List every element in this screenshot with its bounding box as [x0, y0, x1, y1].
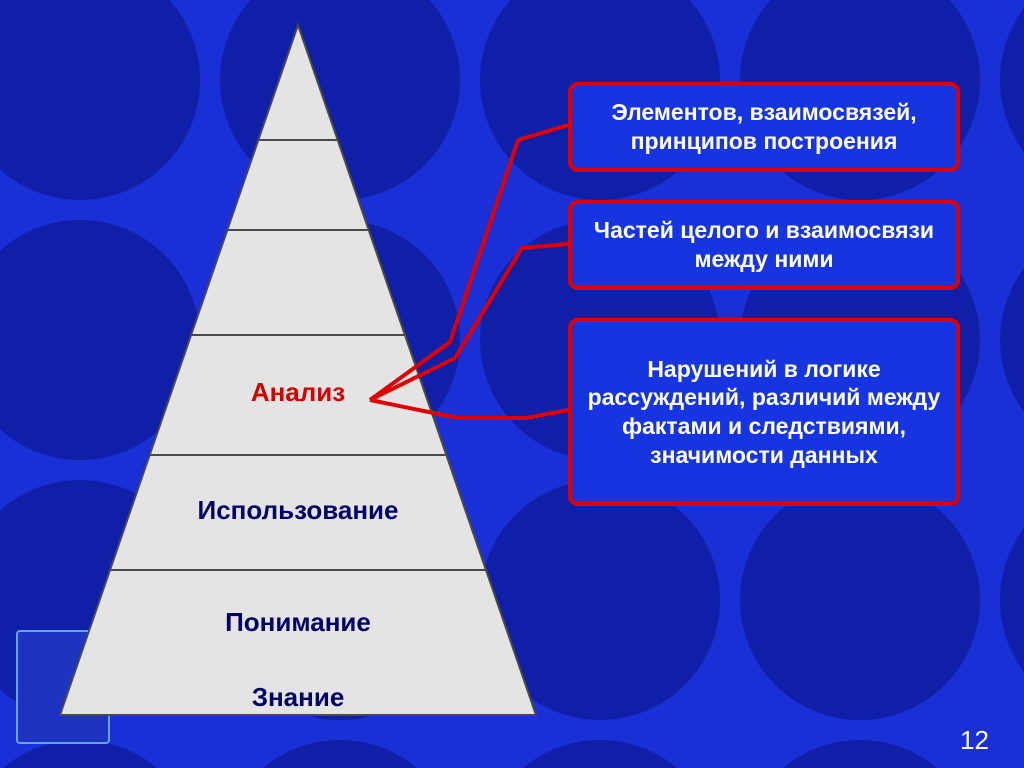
callout-box: Элементов, взаимосвязей, принципов постр…	[568, 82, 960, 172]
callout-box: Частей целого и взаимосвязи между ними	[568, 200, 960, 290]
pyramid-level-label: Использование	[60, 495, 536, 526]
pyramid-level-label: Знание	[60, 682, 536, 713]
callout-box: Нарушений в логике рассуждений, различий…	[568, 318, 960, 506]
page-number: 12	[960, 725, 989, 756]
slide-stage: Анализ Использование Понимание Знание Элемен…	[0, 0, 1024, 768]
pyramid-level-label: Анализ	[60, 377, 536, 408]
pyramid-level-label: Понимание	[60, 607, 536, 638]
